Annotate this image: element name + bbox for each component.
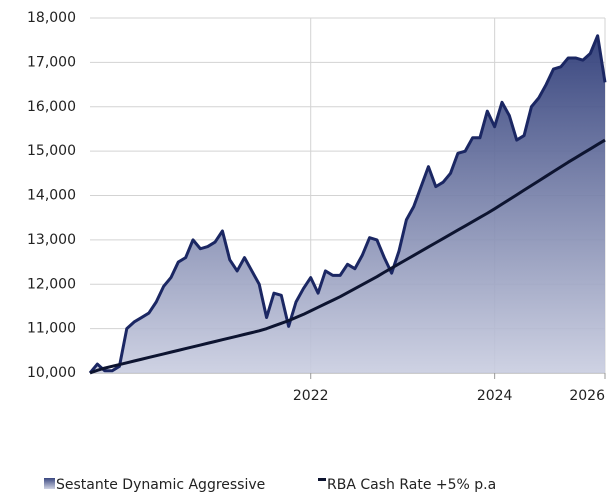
x-tick-label: 2026 [569, 388, 605, 404]
y-tick-label: 14,000 [27, 188, 76, 204]
area [90, 35, 605, 373]
y-tick-label: 10,000 [27, 365, 76, 381]
legend-label: RBA Cash Rate +5% p.a [327, 477, 496, 493]
y-tick-label: 15,000 [27, 143, 76, 159]
y-tick-label: 17,000 [27, 54, 76, 70]
y-tick-label: 18,000 [27, 10, 76, 26]
x-tick-label: 2024 [477, 388, 513, 404]
legend-swatch [44, 478, 55, 489]
series-line [88, 34, 607, 374]
legend-swatch [318, 478, 326, 481]
y-tick-label: 12,000 [27, 276, 76, 292]
series-line [89, 138, 606, 375]
y-tick-label: 11,000 [27, 321, 76, 337]
y-tick-label: 16,000 [27, 99, 76, 115]
y-tick-label: 13,000 [27, 232, 76, 248]
x-tick-label: 2022 [293, 388, 329, 404]
legend-label: Sestante Dynamic Aggressive [56, 477, 265, 493]
